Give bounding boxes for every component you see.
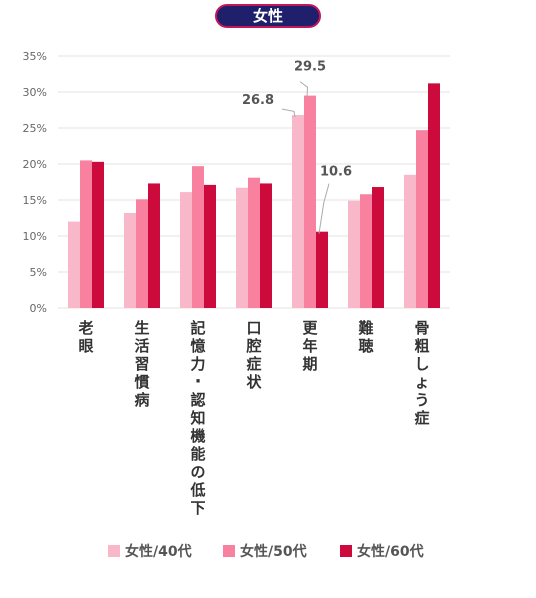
bar: [304, 95, 316, 308]
x-tick-label-char: 更: [302, 319, 318, 337]
bar: [372, 187, 384, 308]
x-tick-label-char: 老: [77, 319, 93, 337]
legend-swatch-40s: [108, 545, 120, 557]
x-tick-label-char: う: [414, 391, 429, 409]
legend-item-40s: 女性/40代: [108, 540, 192, 562]
bar: [360, 194, 372, 308]
y-tick-label: 15%: [23, 194, 47, 207]
bar: [204, 184, 216, 308]
bar: [148, 183, 160, 308]
bar: [92, 161, 104, 308]
x-tick-label-char: 期: [302, 355, 317, 373]
bar: [248, 177, 260, 308]
x-tick-label-char: し: [414, 355, 429, 373]
bar: [316, 231, 328, 308]
bar: [124, 212, 136, 308]
x-tick-label-char: 認: [190, 391, 205, 409]
bar: [348, 200, 360, 308]
chart-legend: 女性/40代 女性/50代 女性/60代: [0, 540, 536, 562]
x-tick-label-char: 低: [189, 481, 205, 499]
x-tick-label-char: 習: [134, 355, 149, 373]
bar: [404, 174, 416, 308]
x-tick-label-char: 症: [246, 355, 261, 373]
bar: [428, 83, 440, 308]
annotation-leader: [299, 81, 309, 98]
legend-label-60s: 女性/60代: [357, 544, 424, 560]
x-tick-label-char: 眼: [78, 337, 93, 355]
x-tick-label-char: 力: [190, 355, 205, 373]
x-tick-label-char: 年: [302, 337, 317, 355]
x-tick-label-char: 機: [190, 427, 205, 445]
y-tick-label: 0%: [30, 302, 47, 315]
x-tick-label-char: 骨: [414, 319, 429, 337]
data-label: 26.8: [242, 93, 274, 108]
legend-label-40s: 女性/40代: [125, 544, 192, 560]
bar: [260, 183, 272, 308]
x-tick-label-char: 病: [134, 391, 149, 409]
bar: [292, 115, 304, 308]
x-tick-label-char: 口: [246, 319, 261, 337]
legend-label-50s: 女性/50代: [240, 544, 307, 560]
x-tick-label-char: 難: [358, 319, 373, 337]
x-tick-label-char: 知: [190, 409, 205, 427]
annotation-leader: [318, 183, 330, 234]
y-tick-label: 30%: [23, 86, 47, 99]
annotation-leader: [281, 108, 296, 118]
chart-title-badge: 女性: [215, 4, 321, 28]
bar: [180, 192, 192, 308]
x-tick-label-char: 症: [414, 409, 429, 427]
x-tick-label-char: ょ: [414, 373, 429, 391]
x-tick-label-char: の: [190, 463, 205, 481]
y-tick-label: 35%: [23, 50, 47, 63]
bar: [136, 199, 148, 308]
bar: [236, 187, 248, 308]
chart-title: 女性: [252, 7, 283, 25]
y-tick-label: 5%: [30, 266, 47, 279]
x-tick-label-char: 憶: [190, 337, 205, 355]
bar: [80, 160, 92, 308]
legend-swatch-60s: [340, 545, 352, 557]
y-tick-label: 10%: [23, 230, 47, 243]
y-tick-label: 25%: [23, 122, 47, 135]
x-tick-label-char: 慣: [134, 373, 149, 391]
legend-item-60s: 女性/60代: [340, 540, 424, 562]
x-tick-label-char: 下: [190, 499, 205, 517]
x-tick-label-char: 聴: [358, 337, 373, 355]
bar: [68, 221, 80, 308]
bar: [416, 130, 428, 308]
legend-swatch-50s: [223, 545, 235, 557]
data-label: 29.5: [294, 60, 326, 75]
x-tick-label-char: 記: [190, 319, 205, 337]
x-tick-label-char: 状: [246, 373, 262, 391]
data-label: 10.6: [320, 165, 352, 180]
x-tick-label-char: 生: [134, 319, 149, 337]
x-tick-label-char: 腔: [245, 337, 261, 355]
legend-item-50s: 女性/50代: [223, 540, 307, 562]
bar: [192, 166, 204, 308]
x-tick-label-char: 粗: [414, 337, 429, 355]
x-tick-label-char: 活: [134, 337, 149, 355]
x-tick-label-char: ·: [195, 371, 202, 392]
y-tick-label: 20%: [23, 158, 47, 171]
x-tick-label-char: 能: [190, 445, 205, 463]
